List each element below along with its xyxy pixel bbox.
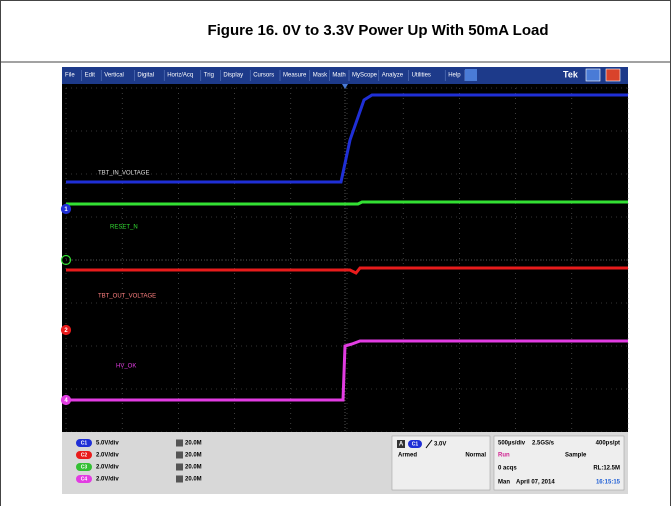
trace-ch4: [66, 339, 628, 402]
channel-bandwidth: 20.0M: [185, 441, 202, 447]
trigger-level: 3.0V: [434, 442, 446, 448]
channel-bandwidth: 20.0M: [185, 465, 202, 471]
trace-ch3: [66, 200, 628, 206]
trigger-source-bg: [408, 440, 422, 448]
bw-icon: [176, 451, 183, 459]
channel-marker-label: 4: [64, 398, 68, 404]
menu-item[interactable]: Utilities: [412, 73, 431, 79]
minimize-button[interactable]: [585, 68, 601, 82]
channel-marker: [60, 254, 72, 266]
channel-marker: [60, 324, 72, 336]
menu-item[interactable]: Vertical: [104, 73, 124, 79]
close-button[interactable]: [605, 68, 621, 82]
figure-title: Figure 16. 0V to 3.3V Power Up With 50mA…: [207, 22, 548, 39]
trace-label: TBT_IN_VOLTAGE: [98, 171, 149, 177]
channel-settings: C1 5.0V/div 20.0M C2 2.0V/div 20.0M C3 2.0V/div…: [76, 439, 202, 483]
menu-items: File Edit Vertical Digital Horiz/Acq Trig Disp…: [65, 70, 466, 81]
bw-icon: [176, 439, 183, 447]
channel-bandwidth: 20.0M: [185, 477, 202, 483]
menu-item[interactable]: Cursors: [253, 73, 274, 79]
channel-name: C1: [81, 440, 88, 446]
acq-box: [493, 435, 625, 491]
menu-item[interactable]: Help: [448, 73, 461, 79]
timebase: 500µs/div: [498, 441, 526, 447]
sample-rate: 2.5GS/s: [532, 441, 555, 447]
menu-item[interactable]: Analyze: [382, 73, 404, 79]
channel-name: C4: [81, 476, 88, 482]
channel-scale: 5.0V/div: [96, 441, 119, 447]
acq-count: 0 acqs: [498, 466, 517, 472]
trigger-pointer: [342, 84, 348, 89]
trigger-state: Armed: [398, 453, 417, 459]
trace-label: TBT_OUT_VOLTAGE: [98, 294, 156, 300]
channel-marker: [60, 203, 72, 215]
menu-item[interactable]: Trig: [204, 73, 214, 79]
bw-icon: [176, 463, 183, 471]
trace-label: HV_OK: [116, 364, 136, 370]
run-state: Run: [498, 453, 510, 459]
channel-marker-label: 1: [64, 207, 68, 213]
menu-item[interactable]: File: [65, 73, 75, 79]
channel-button[interactable]: [76, 439, 92, 447]
trace-labels: TBT_IN_VOLTAGE 1 RESET_N TBT_OUT_VOLTAGE 2 HV…: [60, 171, 156, 406]
channel-button[interactable]: [76, 475, 92, 483]
channel-scale: 2.0V/div: [96, 465, 119, 471]
brand: Tek: [563, 69, 579, 79]
bw-icon: [176, 475, 183, 483]
trigger-letter-bg: [397, 440, 405, 448]
trigger-letter: A: [399, 442, 404, 448]
menu-item[interactable]: Edit: [85, 73, 96, 79]
trigger-type: Normal: [465, 453, 486, 459]
channel-name: C3: [81, 464, 88, 470]
channel-bandwidth: 20.0M: [185, 453, 202, 459]
time: 16:15:15: [596, 480, 621, 486]
channel-button[interactable]: [76, 463, 92, 471]
trigger-slope: [425, 439, 433, 449]
menu-item[interactable]: Horiz/Acq: [167, 73, 193, 79]
menu-dropdown[interactable]: [465, 69, 477, 81]
trace-ch2: [66, 266, 628, 275]
channel-marker: [60, 394, 72, 406]
channel-scale: 2.0V/div: [96, 477, 119, 483]
man: Man: [498, 480, 510, 486]
trigger-source: C1: [412, 441, 419, 447]
resolution: 400ps/pt: [596, 441, 620, 447]
channel-button[interactable]: [76, 451, 92, 459]
channel-name: C2: [81, 452, 88, 458]
trace-ch1: [66, 93, 628, 184]
menu-item[interactable]: Measure: [283, 73, 307, 79]
menu-item[interactable]: Display: [223, 73, 243, 79]
menu-bar: [62, 67, 628, 84]
menu-item[interactable]: Digital: [137, 73, 154, 79]
record-length: RL:12.5M: [593, 466, 620, 472]
menu-item[interactable]: MyScope: [352, 73, 378, 79]
menu-item[interactable]: Mask: [313, 73, 328, 79]
acq-mode: Sample: [565, 453, 587, 459]
channel-marker-label: 2: [64, 328, 68, 334]
date: April 07, 2014: [516, 480, 555, 486]
channel-scale: 2.0V/div: [96, 453, 119, 459]
menu-item[interactable]: Math: [332, 73, 345, 79]
trace-label: RESET_N: [110, 225, 138, 231]
